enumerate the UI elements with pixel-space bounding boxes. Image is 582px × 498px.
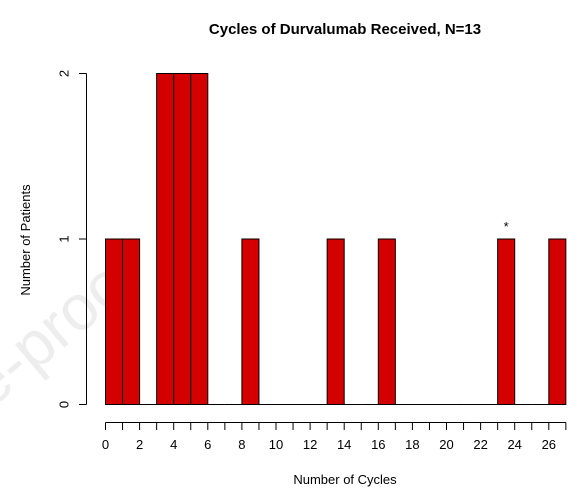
y-tick-label: 0 <box>57 401 72 408</box>
y-tick-label: 2 <box>57 70 72 77</box>
x-tick-label: 18 <box>405 437 419 452</box>
x-tick-label: 20 <box>439 437 453 452</box>
y-tick-label: 1 <box>57 235 72 242</box>
chart-title: Cycles of Durvalumab Received, N=13 <box>209 21 481 38</box>
x-tick-label: 4 <box>170 437 177 452</box>
x-tick-label: 26 <box>542 437 556 452</box>
x-tick-label: 24 <box>507 437 521 452</box>
x-tick-label: 22 <box>473 437 487 452</box>
annotation-asterisk: * <box>504 219 509 234</box>
x-tick-label: 12 <box>303 437 317 452</box>
histogram-bar <box>497 238 516 405</box>
x-tick-label: 8 <box>238 437 245 452</box>
x-tick-label: 16 <box>371 437 385 452</box>
histogram-bar <box>105 238 124 405</box>
histogram-bar <box>548 238 567 405</box>
x-tick-label: 10 <box>269 437 283 452</box>
histogram-bar <box>241 238 260 405</box>
x-tick-label: 2 <box>136 437 143 452</box>
x-tick-label: 6 <box>204 437 211 452</box>
y-axis: 0 1 2 <box>57 70 87 408</box>
y-axis-label: Number of Patients <box>18 184 33 296</box>
histogram-bar <box>122 238 141 405</box>
histogram-bar <box>190 73 209 405</box>
histogram-bar <box>156 73 175 405</box>
bars-group <box>105 73 567 405</box>
x-axis: 0 2 4 6 8 10 12 14 16 18 20 22 24 26 <box>102 422 567 452</box>
x-tick-label: 0 <box>102 437 109 452</box>
x-tick-label: 14 <box>337 437 351 452</box>
histogram-bar <box>326 238 345 405</box>
annotations-group: * <box>504 219 509 234</box>
histogram-bar <box>377 238 396 405</box>
x-axis-label: Number of Cycles <box>293 472 397 487</box>
histogram-bar <box>173 73 192 405</box>
